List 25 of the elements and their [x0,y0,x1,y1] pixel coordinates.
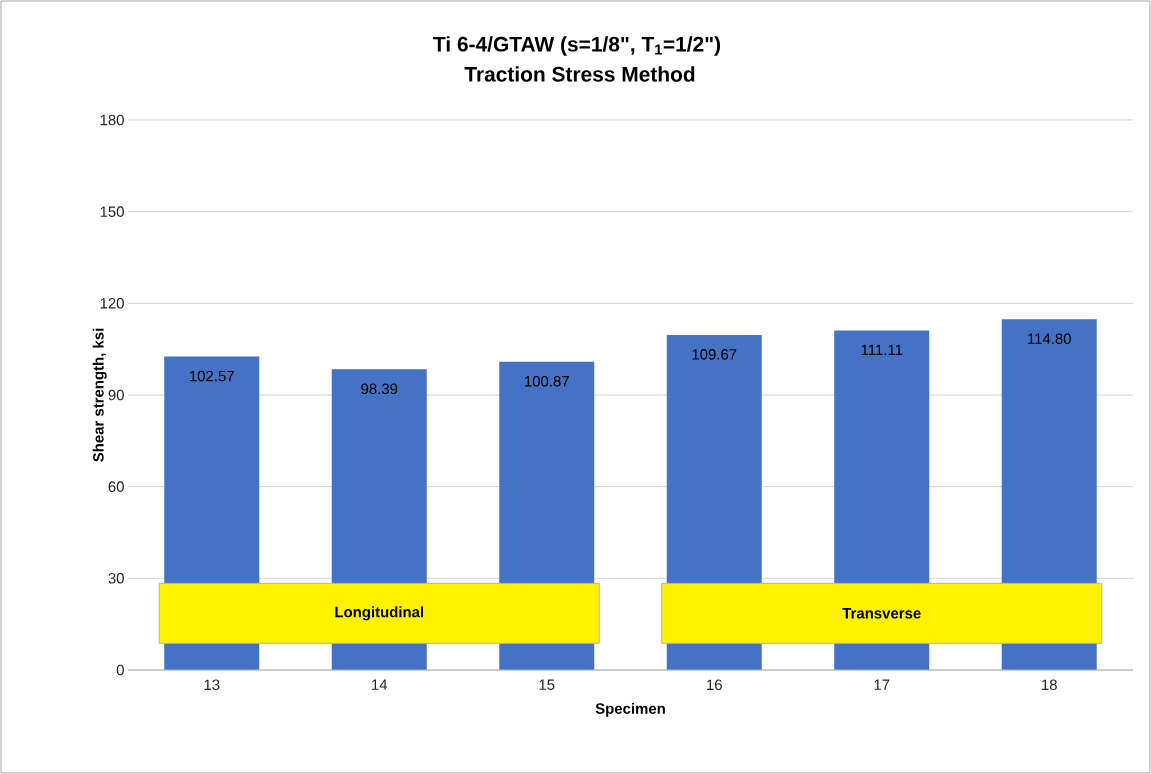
data-label: 98.39 [361,383,398,395]
data-label: 109.67 [692,349,737,360]
y-tick-label: 30 [108,573,124,584]
x-tick-label: 14 [372,679,388,690]
y-tick-label: 0 [116,664,124,676]
y-axis-title: Shear strength, ksi [92,328,107,462]
y-tick-label: 150 [100,206,124,217]
x-tick-label: 15 [539,679,555,690]
data-label: 100.87 [525,375,569,387]
data-label: 114.80 [1028,333,1071,344]
x-tick-label: 13 [204,679,220,691]
y-tick-label: 60 [108,481,124,492]
data-label: 111.11 [861,344,903,355]
chart-title: Ti 6-4/GTAW (s=1/8", T$_{1}$=1/2") [433,36,721,56]
x-tick-label: 16 [707,679,722,691]
x-tick-label: 18 [1042,679,1057,691]
annotation: Transverse [842,608,921,619]
chart-subtitle: Traction Stress Method [464,66,695,82]
data-label: 102.57 [190,370,234,382]
y-tick-label: 90 [108,389,124,401]
x-axis-title: Specimen [595,702,665,717]
y-tick-label: 180 [100,114,124,126]
x-tick-label: 17 [874,679,890,690]
annotation: Longitudinal [335,606,424,621]
y-tick-label: 120 [100,298,124,309]
